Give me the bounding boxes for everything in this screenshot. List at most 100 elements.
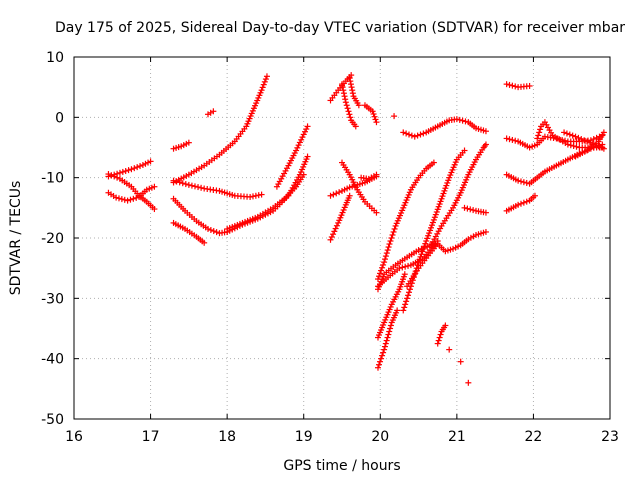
data-point (442, 322, 449, 329)
data-point (467, 206, 474, 213)
data-point (445, 177, 452, 184)
data-point (173, 178, 180, 185)
data-point (425, 232, 432, 239)
data-point (346, 192, 353, 199)
data-point (446, 346, 453, 353)
data-point (427, 227, 434, 234)
data-point (418, 251, 425, 258)
data-point (304, 123, 311, 130)
data-point (403, 298, 410, 305)
data-point (170, 177, 177, 184)
data-point (572, 133, 579, 140)
data-point (419, 248, 426, 255)
y-tick-label: 10 (46, 50, 64, 66)
data-point (377, 358, 384, 365)
data-point (515, 201, 522, 208)
data-point (482, 209, 489, 216)
data-point (457, 358, 464, 365)
data-point (423, 238, 430, 245)
data-point (263, 73, 270, 80)
data-point (111, 173, 118, 180)
data-point (426, 230, 433, 237)
data-point (381, 346, 388, 353)
data-point (509, 82, 516, 89)
data-point (137, 163, 144, 170)
data-point (394, 307, 401, 314)
data-point (304, 153, 311, 160)
data-point (296, 139, 303, 146)
x-tick-label: 17 (142, 429, 160, 445)
data-point (437, 331, 444, 338)
data-point (347, 81, 354, 88)
data-point (534, 135, 541, 142)
data-point (330, 191, 337, 198)
data-point (417, 253, 424, 260)
y-tick-label: 0 (55, 110, 64, 126)
data-point (128, 166, 135, 173)
data-point (415, 259, 422, 266)
data-point (301, 128, 308, 135)
data-point (520, 179, 527, 186)
data-point (421, 243, 428, 250)
data-point (406, 131, 412, 138)
data-point (384, 334, 391, 341)
data-point (461, 204, 468, 211)
data-point (404, 295, 411, 302)
data-point (115, 195, 122, 202)
data-point (355, 102, 362, 109)
data-point (411, 133, 418, 140)
data-point (431, 214, 438, 221)
data-point (401, 304, 408, 311)
data-point (506, 136, 513, 143)
data-point (376, 361, 383, 368)
data-point (342, 96, 349, 103)
data-point (127, 196, 134, 203)
data-point (259, 84, 266, 91)
data-point (349, 90, 356, 97)
data-point (482, 228, 489, 235)
data-point (438, 195, 445, 202)
data-point (118, 196, 125, 203)
data-point (433, 208, 440, 215)
data-point (125, 167, 132, 174)
data-point (517, 178, 524, 185)
x-tick-label: 23 (601, 429, 619, 445)
data-point (570, 142, 577, 149)
data-point (441, 187, 448, 194)
data-point (339, 84, 346, 91)
data-point (453, 116, 460, 123)
data-point (108, 172, 115, 179)
x-tick-labels: 16 17 18 19 20 21 22 23 (65, 429, 619, 445)
data-point (561, 129, 568, 136)
data-point (252, 192, 259, 199)
data-point (537, 126, 544, 133)
y-tick-labels: 10 0 -10 -20 -30 -40 -50 (41, 50, 64, 428)
data-point (470, 207, 477, 214)
data-point (339, 81, 345, 88)
data-point (119, 168, 126, 175)
data-point (210, 108, 217, 115)
data-point (299, 134, 306, 141)
data-point (379, 264, 386, 271)
data-point (330, 231, 337, 238)
data-point (383, 250, 390, 257)
data-point (396, 265, 403, 272)
data-point (258, 87, 265, 94)
chart-title: Day 175 of 2025, Sidereal Day-to-day VTE… (55, 20, 625, 36)
data-point (210, 228, 217, 235)
data-point (249, 193, 256, 200)
data-point (133, 194, 140, 201)
data-point (459, 117, 466, 124)
data-point (506, 81, 513, 88)
data-point (294, 144, 301, 151)
data-point (387, 238, 394, 245)
data-point (151, 183, 158, 190)
data-point (444, 179, 451, 186)
y-tick-label: -40 (41, 352, 64, 368)
data-point (535, 132, 542, 139)
data-point (414, 132, 421, 139)
x-tick-label: 16 (65, 429, 83, 445)
data-point (382, 256, 389, 263)
x-tick-label: 21 (448, 429, 466, 445)
